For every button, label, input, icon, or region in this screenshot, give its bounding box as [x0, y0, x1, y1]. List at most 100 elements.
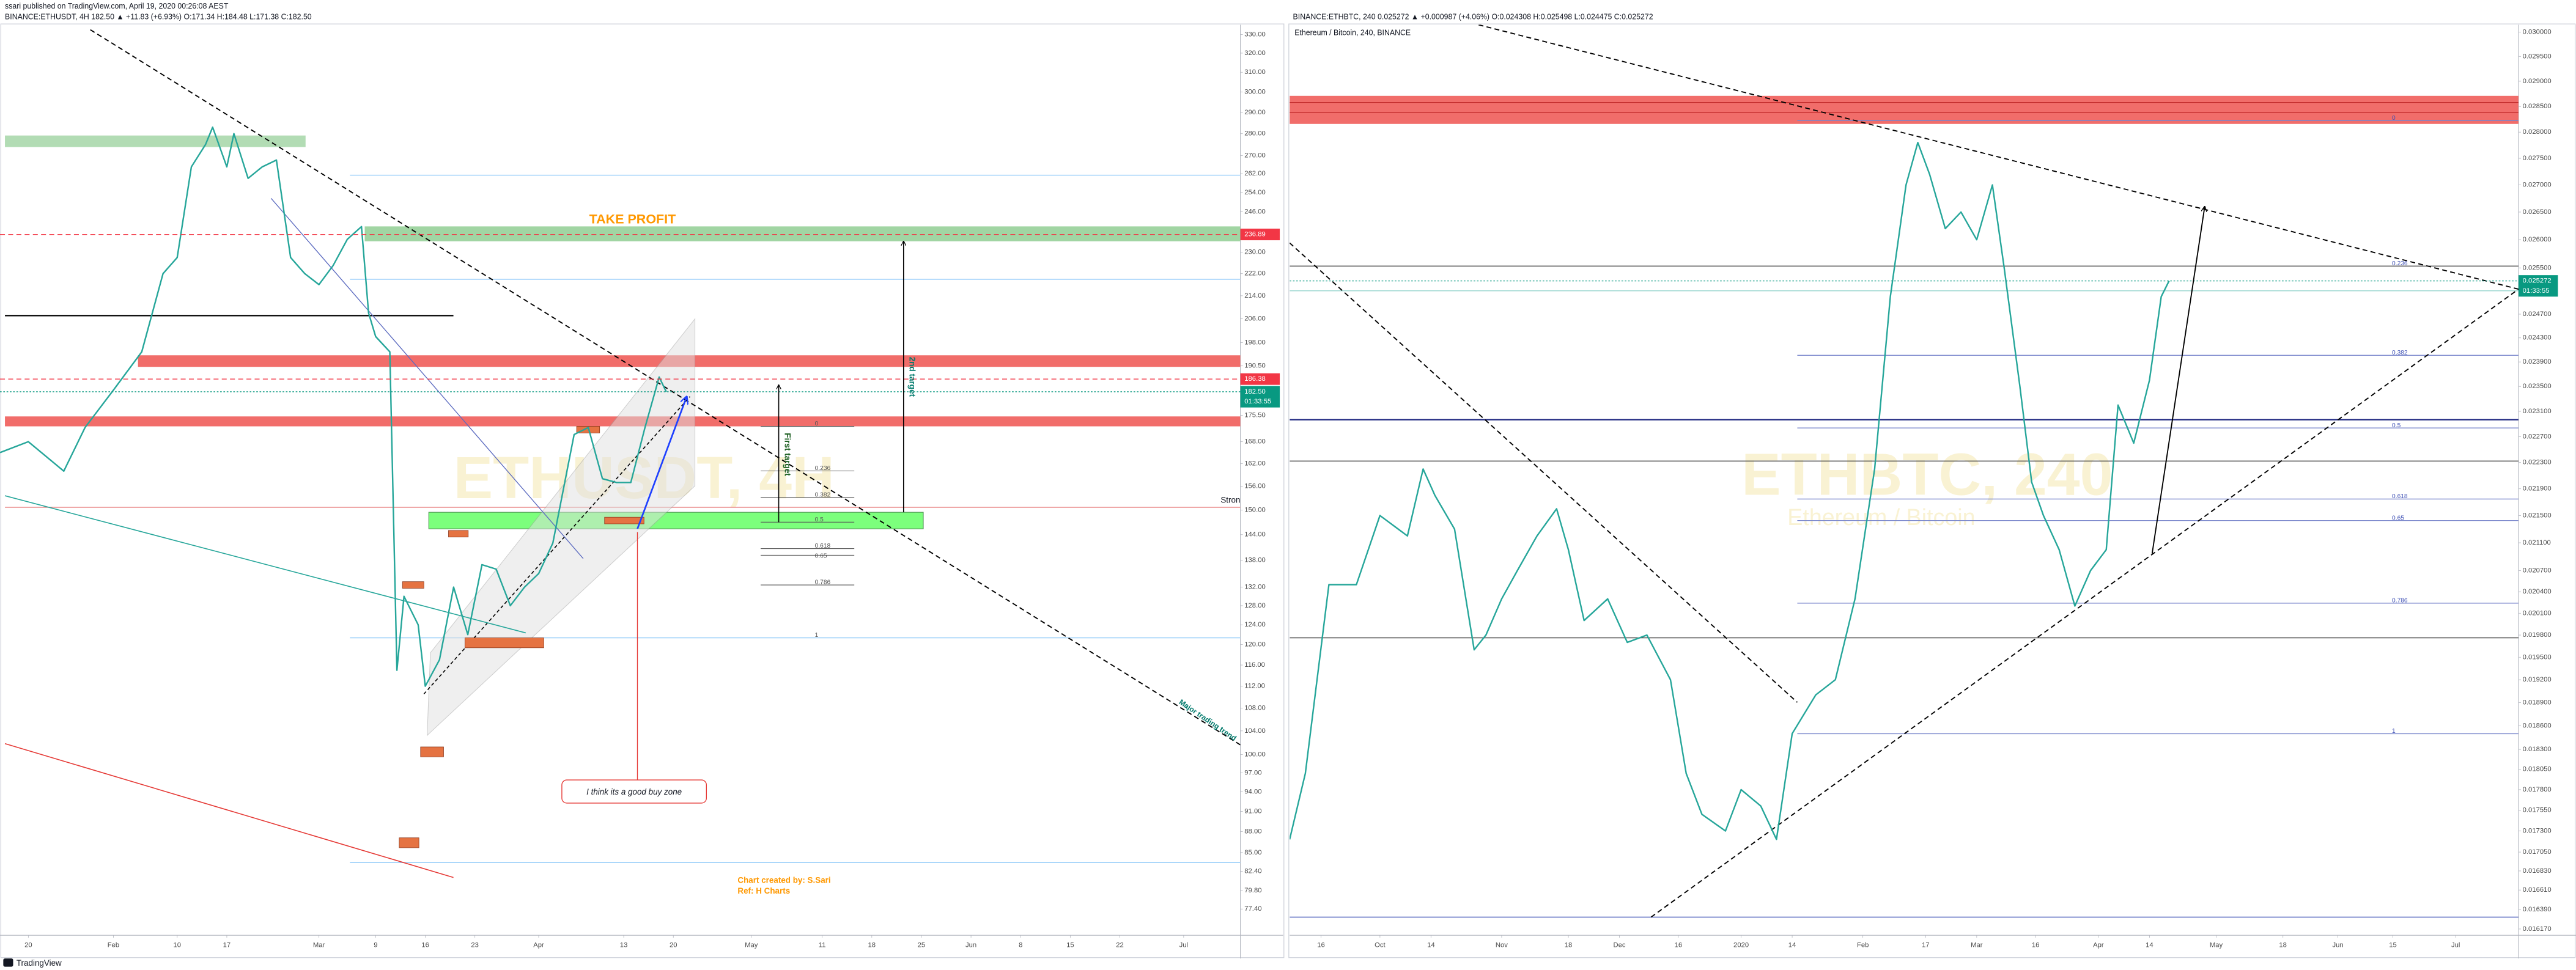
y-tick-label: 128.00 — [1244, 602, 1265, 609]
left-series — [0, 126, 1241, 687]
price-tag — [2518, 275, 2558, 297]
y-tick-label: 156.00 — [1244, 483, 1265, 490]
y-tick-label: 85.00 — [1244, 849, 1261, 856]
y-tick-label: 290.00 — [1244, 109, 1265, 116]
x-tick-label: 2020 — [1733, 941, 1749, 949]
price-line — [1290, 142, 2170, 840]
box — [420, 746, 444, 757]
fib-label: 0.236 — [815, 465, 831, 472]
price-tag-label: 236.89 — [1244, 231, 1265, 238]
fib-label: 0.618 — [2392, 493, 2408, 500]
price-tag-label: 182.50 — [1244, 388, 1265, 395]
y-tick-label: 0.021100 — [2523, 539, 2551, 546]
credit-ref: Ref: H Charts — [737, 886, 790, 895]
box — [402, 581, 424, 589]
x-tick-label: Feb — [108, 941, 119, 949]
x-tick-label: 22 — [1116, 941, 1124, 949]
fib-label: 0.5 — [2392, 422, 2401, 429]
y-tick-label: 0.016390 — [2523, 906, 2552, 913]
y-tick-label: 120.00 — [1244, 641, 1265, 649]
countdown: 01:33:55 — [1244, 398, 1271, 405]
y-tick-label: 168.00 — [1244, 438, 1265, 446]
x-tick-label: Jun — [965, 941, 976, 949]
x-tick-label: Mar — [1971, 941, 1983, 949]
x-tick-label: Apr — [2093, 941, 2104, 949]
x-tick-label: Nov — [1496, 941, 1508, 949]
callout-text: I think its a good buy zone — [586, 787, 682, 796]
y-tick-label: 150.00 — [1244, 506, 1265, 513]
y-tick-label: 108.00 — [1244, 705, 1265, 712]
x-tick-label: 15 — [2389, 941, 2397, 949]
y-tick-label: 230.00 — [1244, 249, 1265, 256]
right-drawings — [1290, 24, 2519, 918]
y-tick-label: 206.00 — [1244, 315, 1265, 322]
y-tick-label: 104.00 — [1244, 727, 1265, 735]
price-tag-label: 0.025272 — [2523, 277, 2552, 285]
box — [448, 530, 469, 538]
y-tick-label: 0.020100 — [2523, 609, 2552, 617]
y-tick-label: 138.00 — [1244, 557, 1265, 564]
y-tick-label: 0.018600 — [2523, 722, 2552, 729]
countdown: 01:33:55 — [2523, 287, 2550, 295]
fib-short-lines — [761, 425, 855, 586]
fib-label: 0 — [2392, 115, 2396, 122]
box — [399, 837, 419, 848]
fib-label: 0.382 — [2392, 350, 2408, 356]
x-tick-label: 9 — [374, 941, 377, 949]
y-tick-label: 100.00 — [1244, 751, 1265, 758]
x-tick-label: Jul — [1179, 941, 1188, 949]
y-tick-label: 88.00 — [1244, 828, 1261, 836]
fib-label: 0.236 — [2392, 260, 2408, 267]
y-tick-label: 91.00 — [1244, 808, 1261, 815]
x-tick-label: 14 — [2146, 941, 2153, 949]
y-tick-label: 79.80 — [1244, 887, 1261, 894]
box — [464, 637, 544, 649]
trend-line — [1290, 242, 1798, 703]
x-tick-label: 16 — [1675, 941, 1683, 949]
x-tick-label: Apr — [533, 941, 544, 949]
x-tick-label: 18 — [868, 941, 876, 949]
box — [604, 516, 644, 524]
zone — [5, 135, 306, 147]
y-tick-label: 0.027000 — [2523, 182, 2552, 189]
fib-lines — [1797, 120, 2519, 735]
fib-label: 0.65 — [2392, 515, 2404, 521]
x-tick-label: 10 — [174, 941, 182, 949]
x-tick-label: 11 — [819, 941, 826, 949]
zone — [1290, 95, 2519, 124]
x-tick-label: 14 — [1788, 941, 1796, 949]
zone — [364, 226, 1241, 241]
x-tick-label: May — [745, 941, 758, 949]
y-tick-label: 214.00 — [1244, 292, 1265, 299]
symbol-info: BINANCE:ETHUSDT, 4H 182.50 ▲ +11.83 (+6.… — [5, 13, 312, 21]
y-tick-label: 94.00 — [1244, 788, 1261, 795]
y-tick-label: 0.023100 — [2523, 408, 2552, 415]
y-tick-label: 97.00 — [1244, 770, 1261, 777]
x-tick-label: Oct — [1375, 941, 1386, 949]
symbol-name: Ethereum / Bitcoin, 240, BINANCE — [1294, 28, 1411, 37]
y-tick-label: 0.021900 — [2523, 485, 2552, 493]
fib-label: 0.786 — [2392, 597, 2408, 604]
fib-label: 0.382 — [815, 491, 831, 498]
x-tick-label: May — [2210, 941, 2223, 949]
y-tick-label: 0.023900 — [2523, 358, 2552, 366]
y-tick-label: 0.019800 — [2523, 631, 2552, 639]
symbol-info: BINANCE:ETHBTC, 240 0.025272 ▲ +0.000987… — [1293, 13, 1653, 21]
x-tick-label: Mar — [313, 941, 325, 949]
y-tick-label: 0.025500 — [2523, 264, 2552, 271]
x-tick-label: 16 — [1317, 941, 1325, 949]
y-tick-label: 0.019500 — [2523, 653, 2552, 661]
y-tick-label: 0.020700 — [2523, 567, 2552, 574]
right-series — [1290, 142, 2519, 840]
fib-label: 0.618 — [815, 543, 831, 549]
y-tick-label: 144.00 — [1244, 531, 1265, 538]
watermark-sub: Ethereum / Bitcoin — [1787, 504, 1975, 530]
channel — [426, 318, 696, 737]
footer-logo: TradingView — [17, 958, 62, 968]
price-tag — [1240, 229, 1280, 241]
y-tick-label: 222.00 — [1244, 270, 1265, 277]
x-tick-label: 15 — [1066, 941, 1074, 949]
